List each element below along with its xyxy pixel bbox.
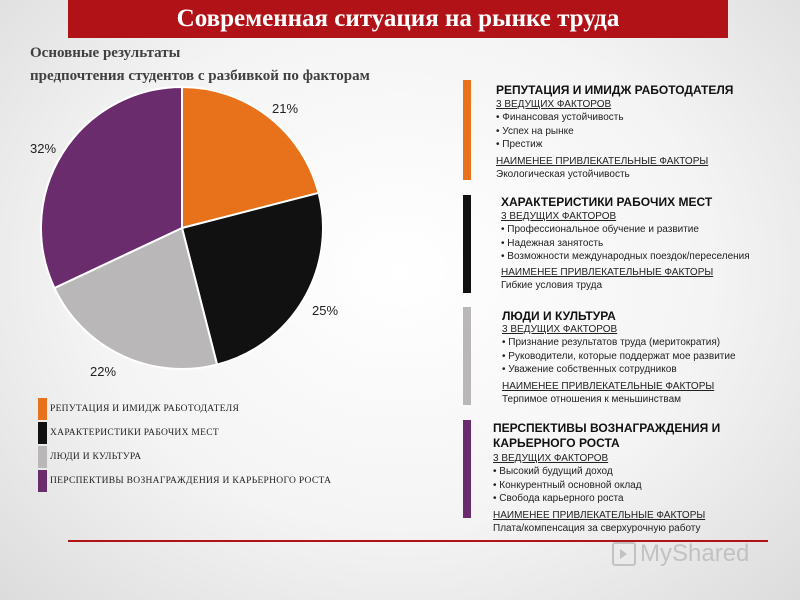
least-factors-label: НАИМЕНЕЕ ПРИВЛЕКАТЕЛЬНЫЕ ФАКТОРЫ	[496, 156, 709, 167]
slice-reputation	[181, 85, 320, 230]
least-factor: Плата/компенсация за сверхурочную работу	[493, 523, 701, 534]
factor-item: Высокий будущий доход	[493, 465, 612, 478]
watermark-text: MyShared	[640, 540, 750, 567]
legend-swatch	[38, 398, 47, 420]
footer-divider	[68, 540, 768, 542]
least-factors-label: НАИМЕНЕЕ ПРИВЛЕКАТЕЛЬНЫЕ ФАКТОРЫ	[502, 381, 715, 392]
legend-item-people: ЛЮДИ И КУЛЬТУРА	[38, 446, 141, 468]
factor-item: Конкурентный основной оклад	[493, 479, 641, 492]
factor-item: Признание результатов труда (меритократи…	[502, 336, 720, 349]
panel-color-bar	[463, 307, 471, 405]
legend-item-reputation: РЕПУТАЦИЯ И ИМИДЖ РАБОТОДАТЕЛЯ	[38, 398, 239, 420]
factor-item: Руководители, которые поддержат мое разв…	[502, 350, 735, 363]
panel-workplace: ХАРАКТЕРИСТИКИ РАБОЧИХ МЕСТ 3 ВЕДУЩИХ ФА…	[463, 195, 793, 295]
legend-swatch	[38, 470, 47, 492]
top-factors-label: 3 ВЕДУЩИХ ФАКТОРОВ	[493, 453, 609, 464]
legend-item-workplace: ХАРАКТЕРИСТИКИ РАБОЧИХ МЕСТ	[38, 422, 219, 444]
least-factor: Экологическая устойчивость	[496, 169, 630, 180]
slice-career	[40, 85, 183, 290]
factor-item: Финансовая устойчивость	[496, 111, 623, 124]
panel-title: РЕПУТАЦИЯ И ИМИДЖ РАБОТОДАТЕЛЯ	[496, 83, 734, 97]
factor-item: Возможности международных поездок/пересе…	[501, 250, 749, 263]
slice-workplace	[180, 191, 324, 366]
subtitle-line-1: Основные результаты	[30, 45, 181, 61]
watermark: MyShared	[612, 540, 749, 568]
factor-item: Уважение собственных сотрудников	[502, 363, 676, 376]
subtitle-line-2: предпочтения студентов с разбивкой по фа…	[30, 68, 370, 84]
panel-color-bar	[463, 195, 471, 293]
panel-title-line-2: КАРЬЕРНОГО РОСТА	[493, 436, 620, 450]
pie-label-reputation: 21%	[272, 101, 299, 116]
factor-item: Надежная занятость	[501, 237, 603, 250]
legend-label: РЕПУТАЦИЯ И ИМИДЖ РАБОТОДАТЕЛЯ	[50, 404, 240, 414]
least-factor: Терпимое отношения к меньшинствам	[502, 394, 682, 405]
top-factors-label: 3 ВЕДУЩИХ ФАКТОРОВ	[502, 324, 618, 335]
pie-label-workplace: 25%	[312, 303, 339, 318]
legend-label: ХАРАКТЕРИСТИКИ РАБОЧИХ МЕСТ	[50, 428, 220, 438]
legend-item-career: ПЕРСПЕКТИВЫ ВОЗНАГРАЖДЕНИЯ И КАРЬЕРНОГО …	[38, 470, 350, 492]
least-factor: Гибкие условия труда	[501, 280, 603, 291]
factor-item: Профессиональное обучение и развитие	[501, 223, 699, 236]
legend-label: ПЕРСПЕКТИВЫ ВОЗНАГРАЖДЕНИЯ И КАРЬЕРНОГО …	[50, 476, 332, 486]
least-factors-label: НАИМЕНЕЕ ПРИВЛЕКАТЕЛЬНЫЕ ФАКТОРЫ	[493, 510, 706, 521]
panel-title: ХАРАКТЕРИСТИКИ РАБОЧИХ МЕСТ	[501, 195, 713, 209]
factor-item: Престиж	[496, 138, 542, 151]
panel-color-bar	[463, 420, 471, 518]
panel-color-bar	[463, 80, 471, 180]
panel-title: ЛЮДИ И КУЛЬТУРА	[502, 309, 616, 323]
slide-title: Современная ситуация на рынке труда	[68, 0, 728, 38]
pie-label-people: 22%	[90, 364, 117, 379]
panel-reputation: РЕПУТАЦИЯ И ИМИДЖ РАБОТОДАТЕЛЯ 3 ВЕДУЩИХ…	[463, 80, 783, 190]
panel-people: ЛЮДИ И КУЛЬТУРА 3 ВЕДУЩИХ ФАКТОРОВ Призн…	[463, 307, 783, 407]
play-icon	[612, 542, 636, 566]
pie-label-career: 32%	[30, 141, 57, 156]
slice-people	[53, 226, 219, 370]
legend-label: ЛЮДИ И КУЛЬТУРА	[50, 452, 142, 462]
factor-item: Свобода карьерного роста	[493, 492, 623, 505]
least-factors-label: НАИМЕНЕЕ ПРИВЛЕКАТЕЛЬНЫЕ ФАКТОРЫ	[501, 267, 714, 278]
panel-title-line-1: ПЕРСПЕКТИВЫ ВОЗНАГРАЖДЕНИЯ И	[493, 421, 721, 435]
legend-swatch	[38, 446, 47, 468]
factor-item: Успех на рынке	[496, 125, 573, 138]
legend-swatch	[38, 422, 47, 444]
top-factors-label: 3 ВЕДУЩИХ ФАКТОРОВ	[496, 99, 612, 110]
panel-career: ПЕРСПЕКТИВЫ ВОЗНАГРАЖДЕНИЯ И КАРЬЕРНОГО …	[463, 420, 783, 540]
top-factors-label: 3 ВЕДУЩИХ ФАКТОРОВ	[501, 211, 617, 222]
